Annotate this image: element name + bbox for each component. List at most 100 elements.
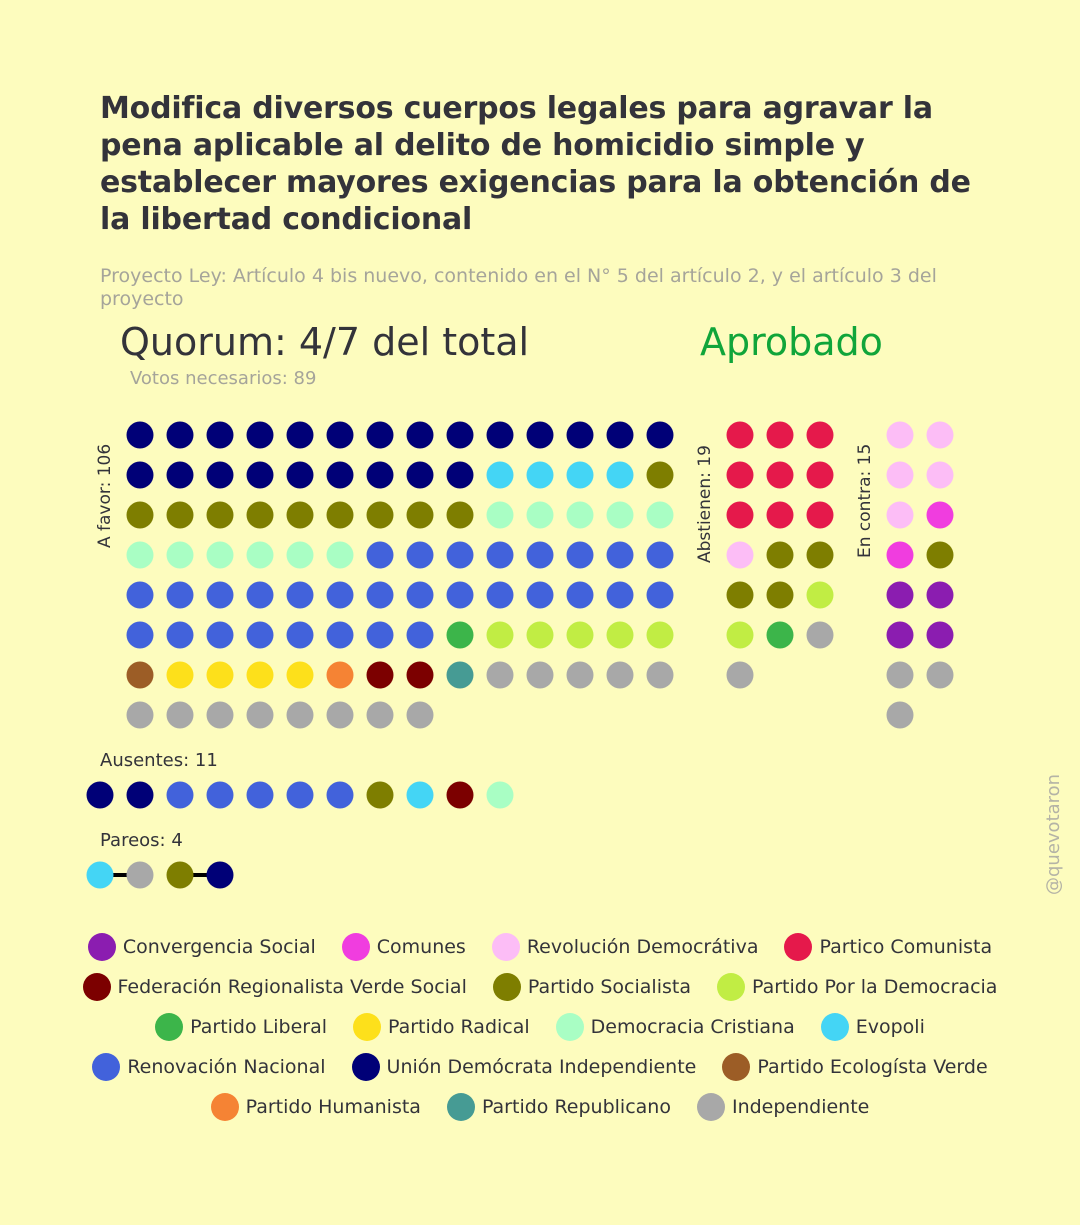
seat-favor-partido-socialista xyxy=(166,501,194,529)
seat-favor-independiente xyxy=(206,701,234,729)
legend-label: Comunes xyxy=(376,936,466,958)
seat-favor-partido-radical xyxy=(246,661,274,689)
legend-label: Convergencia Social xyxy=(122,936,316,958)
seat-favor-renovacion-nacional xyxy=(526,581,554,609)
seat-favor-partido-por-la-democracia xyxy=(526,621,554,649)
seat-favor-partido-socialista xyxy=(206,501,234,529)
legend-swatch xyxy=(446,1093,475,1121)
seat-favor-independiente xyxy=(166,701,194,729)
seat-against-convergencia-social xyxy=(886,621,914,649)
seat-favor-democracia-cristiana xyxy=(126,541,154,569)
legend-swatch xyxy=(722,1053,751,1081)
seat-favor-union-democrata-independiente xyxy=(446,421,474,449)
seat-favor-renovacion-nacional xyxy=(606,581,634,609)
seat-pair-evopoli xyxy=(86,861,114,889)
seat-pair-union-democrata-independiente xyxy=(206,861,234,889)
seat-favor-partido-radical xyxy=(286,661,314,689)
seat-against-revolucion-democrativa xyxy=(886,421,914,449)
seat-favor-renovacion-nacional xyxy=(206,621,234,649)
seat-favor-renovacion-nacional xyxy=(286,581,314,609)
legend: Convergencia Social Comunes Revolución Dem… xyxy=(30,933,1050,1121)
seat-favor-federacion-regionalista-verde-social xyxy=(366,661,394,689)
seat-absent-evopoli xyxy=(406,781,434,809)
seat-favor-partido-humanista xyxy=(326,661,354,689)
seat-favor-renovacion-nacional xyxy=(446,541,474,569)
legend-item-renovacion-nacional: Renovación Nacional xyxy=(92,1053,326,1081)
legend-item-evopoli: Evopoli xyxy=(820,1013,925,1041)
seat-favor-partido-radical xyxy=(206,661,234,689)
chart-subtitle: Proyecto Ley: Artículo 4 bis nuevo, cont… xyxy=(100,265,937,310)
seat-favor-renovacion-nacional xyxy=(646,581,674,609)
quorum-label: Quorum: 4/7 del total xyxy=(120,320,530,364)
seat-abstain-partido-socialista xyxy=(766,541,794,569)
legend-label: Partido Ecologísta Verde xyxy=(757,1056,988,1078)
seat-favor-partido-por-la-democracia xyxy=(486,621,514,649)
result-status: Aprobado xyxy=(700,320,883,364)
legend-label: Renovación Nacional xyxy=(127,1056,326,1078)
legend-item-partido-republicano: Partido Republicano xyxy=(446,1093,671,1121)
seat-favor-democracia-cristiana xyxy=(286,541,314,569)
legend-label: Revolución Democrátiva xyxy=(526,936,759,958)
seat-favor-democracia-cristiana xyxy=(486,501,514,529)
seat-against-independiente xyxy=(886,701,914,729)
seat-favor-democracia-cristiana xyxy=(246,541,274,569)
seat-favor-democracia-cristiana xyxy=(206,541,234,569)
legend-swatch xyxy=(492,973,521,1001)
legend-label: Partido Por la Democracia xyxy=(751,976,998,998)
seat-favor-renovacion-nacional xyxy=(246,581,274,609)
seat-favor-union-democrata-independiente xyxy=(406,461,434,489)
seat-favor-renovacion-nacional xyxy=(126,581,154,609)
seat-favor-union-democrata-independiente xyxy=(286,421,314,449)
legend-item-convergencia-social: Convergencia Social xyxy=(87,933,316,961)
seat-favor-union-democrata-independiente xyxy=(246,421,274,449)
seat-favor-partido-socialista xyxy=(246,501,274,529)
seat-favor-union-democrata-independiente xyxy=(606,421,634,449)
seat-favor-partido-por-la-democracia xyxy=(646,621,674,649)
legend-label: Partido Liberal xyxy=(190,1016,327,1038)
seat-pair-partido-socialista xyxy=(166,861,194,889)
seat-against-comunes xyxy=(886,541,914,569)
seat-favor-evopoli xyxy=(606,461,634,489)
legend-swatch xyxy=(820,1013,849,1041)
seat-favor-independiente xyxy=(286,701,314,729)
legend-label: Partido Socialista xyxy=(527,976,691,998)
seat-absent-renovacion-nacional xyxy=(246,781,274,809)
seat-against-revolucion-democrativa xyxy=(926,461,954,489)
seat-abstain-independiente xyxy=(806,621,834,649)
legend-swatch xyxy=(351,1053,380,1081)
seat-abstain-partico-comunista xyxy=(806,501,834,529)
seat-absent-renovacion-nacional xyxy=(166,781,194,809)
seat-abstain-partido-liberal xyxy=(766,621,794,649)
seat-favor-evopoli xyxy=(566,461,594,489)
legend-label: Partico Comunista xyxy=(819,936,993,958)
seat-favor-union-democrata-independiente xyxy=(646,421,674,449)
seat-abstain-partido-socialista xyxy=(726,581,754,609)
seat-favor-independiente xyxy=(246,701,274,729)
legend-label: Partido Humanista xyxy=(245,1096,421,1118)
seat-favor-partido-radical xyxy=(166,661,194,689)
seat-favor-democracia-cristiana xyxy=(606,501,634,529)
seat-favor-independiente xyxy=(366,701,394,729)
seat-favor-renovacion-nacional xyxy=(126,621,154,649)
seat-favor-renovacion-nacional xyxy=(486,581,514,609)
legend-swatch xyxy=(155,1013,184,1041)
seat-favor-independiente xyxy=(646,661,674,689)
legend-item-partido-ecologista-verde: Partido Ecologísta Verde xyxy=(722,1053,988,1081)
legend-swatch xyxy=(82,973,111,1001)
seat-favor-renovacion-nacional xyxy=(646,541,674,569)
seat-favor-renovacion-nacional xyxy=(446,581,474,609)
seat-favor-democracia-cristiana xyxy=(566,501,594,529)
seat-favor-union-democrata-independiente xyxy=(366,461,394,489)
legend-swatch xyxy=(491,933,520,961)
seat-favor-independiente xyxy=(486,661,514,689)
legend-swatch xyxy=(92,1053,121,1081)
seat-favor-renovacion-nacional xyxy=(286,621,314,649)
seat-favor-independiente xyxy=(566,661,594,689)
seat-absent-union-democrata-independiente xyxy=(126,781,154,809)
legend-item-partido-humanista: Partido Humanista xyxy=(210,1093,421,1121)
seat-abstain-partido-por-la-democracia xyxy=(726,621,754,649)
votes-needed: Votos necesarios: 89 xyxy=(130,368,317,389)
seat-against-revolucion-democrativa xyxy=(886,501,914,529)
seat-favor-democracia-cristiana xyxy=(166,541,194,569)
seat-absent-partido-socialista xyxy=(366,781,394,809)
